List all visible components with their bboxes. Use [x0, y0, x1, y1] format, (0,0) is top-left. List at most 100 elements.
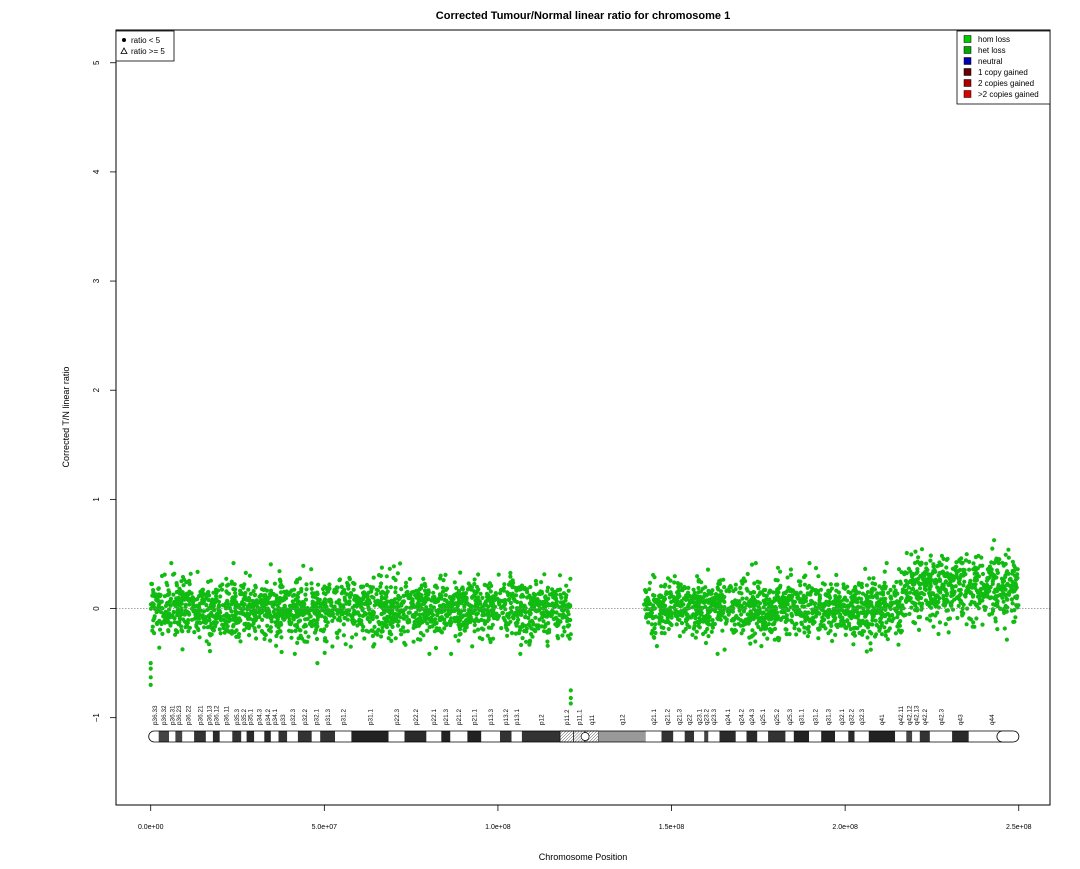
data-point	[445, 587, 449, 591]
data-point	[758, 590, 762, 594]
data-point	[564, 584, 568, 588]
data-point	[667, 627, 671, 631]
data-point	[1006, 548, 1010, 552]
data-point	[296, 595, 300, 599]
legend-label: hom loss	[978, 35, 1010, 44]
data-point	[883, 570, 887, 574]
data-point	[659, 605, 663, 609]
data-point	[362, 636, 366, 640]
ideogram-band	[930, 731, 952, 742]
data-point	[366, 594, 370, 598]
data-point	[352, 620, 356, 624]
data-point	[373, 603, 377, 607]
data-point	[253, 615, 257, 619]
data-point	[718, 582, 722, 586]
data-point	[244, 571, 248, 575]
data-point	[990, 547, 994, 551]
data-point	[385, 574, 389, 578]
data-point	[863, 567, 867, 571]
data-point	[1004, 562, 1008, 566]
ideogram-band-label: p32.3	[290, 709, 297, 725]
data-point	[695, 620, 699, 624]
data-point	[514, 589, 518, 593]
data-point	[884, 620, 888, 624]
data-point	[844, 609, 848, 613]
data-point	[784, 627, 788, 631]
data-point	[911, 620, 915, 624]
ideogram-band-label: p36.33	[152, 705, 159, 725]
data-point	[567, 589, 571, 593]
data-point	[449, 652, 453, 656]
data-point	[938, 590, 942, 594]
data-point	[342, 611, 346, 615]
data-point	[748, 618, 752, 622]
ideogram-band	[673, 731, 685, 742]
data-point	[252, 589, 256, 593]
data-point	[291, 599, 295, 603]
data-point	[777, 638, 781, 642]
data-point	[936, 632, 940, 636]
data-point	[759, 644, 763, 648]
data-point	[545, 598, 549, 602]
data-point	[480, 596, 484, 600]
data-point	[316, 615, 320, 619]
ideogram-band	[736, 731, 747, 742]
data-point	[946, 608, 950, 612]
data-point	[361, 625, 365, 629]
data-point	[507, 616, 511, 620]
data-point	[235, 621, 239, 625]
data-point	[409, 597, 413, 601]
data-point	[827, 610, 831, 614]
data-point	[281, 585, 285, 589]
data-point	[531, 605, 535, 609]
data-point	[828, 629, 832, 633]
data-point	[262, 637, 266, 641]
data-point	[458, 593, 462, 597]
data-point	[971, 561, 975, 565]
data-point	[1012, 569, 1016, 573]
data-point	[347, 576, 351, 580]
data-point	[198, 635, 202, 639]
ideogram-band-label: p21.2	[456, 709, 463, 725]
data-point	[972, 583, 976, 587]
data-point	[894, 580, 898, 584]
data-point	[834, 573, 838, 577]
data-point	[756, 580, 760, 584]
data-point	[651, 593, 655, 597]
data-point	[1013, 615, 1017, 619]
data-point	[678, 634, 682, 638]
data-point	[524, 640, 528, 644]
data-point	[482, 619, 486, 623]
legend-swatch	[964, 36, 971, 43]
data-point	[318, 598, 322, 602]
data-point	[765, 637, 769, 641]
data-point	[768, 601, 772, 605]
data-point	[818, 593, 822, 597]
data-point	[1005, 638, 1009, 642]
data-point	[566, 624, 570, 628]
data-point	[298, 628, 302, 632]
data-point	[735, 599, 739, 603]
ideogram-band	[298, 731, 312, 742]
data-point	[265, 580, 269, 584]
data-point	[696, 624, 700, 628]
ideogram-band	[389, 731, 405, 742]
data-point	[307, 607, 311, 611]
data-point	[862, 629, 866, 633]
data-point	[433, 600, 437, 604]
data-point	[738, 586, 742, 590]
data-point	[662, 609, 666, 613]
data-point	[746, 572, 750, 576]
data-point	[663, 631, 667, 635]
ideogram-band-label: p34.2	[265, 709, 272, 725]
data-point	[644, 616, 648, 620]
data-point	[968, 602, 972, 606]
data-point	[890, 613, 894, 617]
data-point	[218, 627, 222, 631]
data-point	[961, 568, 965, 572]
ideogram-band-label: q25.1	[760, 709, 767, 725]
ideogram-band-label: p31.3	[325, 709, 332, 725]
data-point	[166, 619, 170, 623]
data-point	[402, 599, 406, 603]
data-point	[649, 614, 653, 618]
